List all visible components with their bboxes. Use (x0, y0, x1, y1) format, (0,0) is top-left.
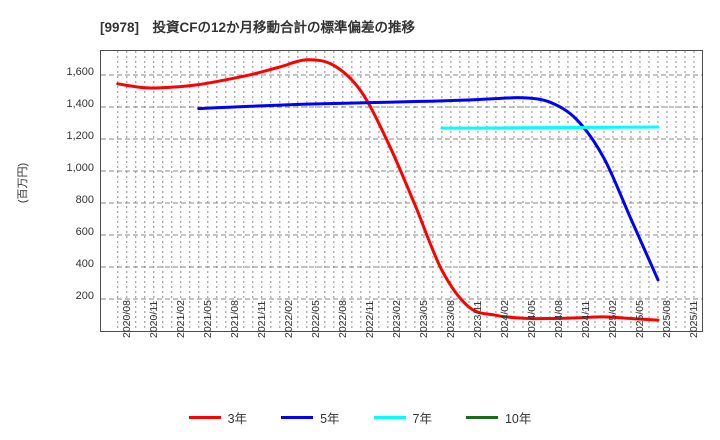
legend-item[interactable]: 7年 (373, 408, 432, 427)
x-tick-label: 2021/08 (228, 300, 241, 338)
x-tick-label: 2022/11 (363, 300, 376, 338)
legend-item[interactable]: 5年 (281, 408, 340, 427)
x-tick-label: 2022/02 (282, 300, 295, 338)
x-tick-label: 2023/05 (417, 300, 430, 338)
series-line (440, 125, 660, 130)
x-tick-label: 2024/08 (552, 300, 565, 338)
x-tick-label: 2020/08 (120, 300, 133, 338)
chart-canvas (101, 51, 702, 331)
legend-label: 5年 (320, 411, 340, 426)
legend-label: 7年 (412, 411, 432, 426)
x-tick-label: 2021/11 (255, 300, 268, 338)
series-lines (116, 58, 660, 322)
gridlines (101, 51, 702, 331)
x-tick-label: 2020/11 (147, 300, 160, 338)
y-axis-tick-labels: 200 400 600 800 1,000 1,200 1,400 1,600 (28, 0, 94, 440)
chart-legend: 3年 5年 7年 10年 (0, 405, 720, 429)
x-tick-label: 2024/02 (498, 300, 511, 338)
plot-area (100, 50, 703, 332)
y-tick-label: 1,200 (66, 130, 94, 142)
y-tick-label: 400 (75, 258, 94, 270)
series-line (116, 58, 660, 322)
x-tick-label: 2025/05 (633, 300, 646, 338)
x-tick-label: 2024/05 (525, 300, 538, 338)
x-tick-label: 2021/02 (174, 300, 187, 338)
x-tick-label: 2023/11 (471, 300, 484, 338)
legend-swatch-icon (188, 415, 221, 419)
x-tick-label: 2025/08 (660, 300, 673, 338)
y-tick-label: 800 (75, 194, 94, 206)
x-tick-label: 2024/11 (579, 300, 592, 338)
legend-label: 3年 (227, 411, 248, 426)
legend-swatch-icon (465, 415, 498, 419)
x-tick-label: 2021/05 (201, 300, 214, 338)
legend-item[interactable]: 10年 (465, 408, 532, 427)
legend-label: 10年 (504, 411, 532, 426)
page-title: [9978] 投資CFの12か月移動合計の標準偏差の推移 (100, 20, 416, 35)
x-tick-label: 2023/02 (390, 300, 403, 338)
x-tick-label: 2022/08 (336, 300, 349, 338)
legend-item[interactable]: 3年 (188, 408, 248, 427)
y-tick-label: 1,400 (66, 98, 94, 110)
legend-swatch-icon (373, 415, 406, 419)
y-tick-label: 1,600 (66, 66, 94, 78)
y-tick-label: 1,000 (66, 162, 94, 174)
x-tick-label: 2023/08 (444, 300, 457, 338)
x-tick-label: 2022/05 (309, 300, 322, 338)
y-tick-label: 600 (75, 226, 94, 238)
x-tick-label: 2025/11 (687, 300, 700, 338)
x-tick-label: 2025/02 (606, 300, 619, 338)
y-tick-label: 200 (75, 290, 94, 302)
legend-swatch-icon (281, 415, 314, 419)
